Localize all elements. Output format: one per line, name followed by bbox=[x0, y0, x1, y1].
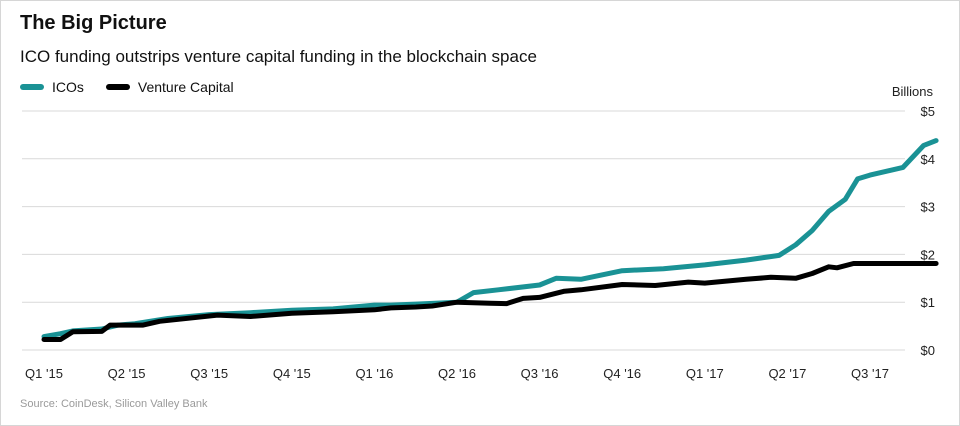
source-note: Source: CoinDesk, Silicon Valley Bank bbox=[20, 398, 208, 410]
axis-labels: $0 $1 $2 $3 $4 $5 Billions Q1 '15 Q2 '15 Q3 '15 Q4… bbox=[25, 84, 935, 381]
legend-swatch-icos bbox=[20, 84, 44, 90]
legend-item-icos: ICOs bbox=[20, 79, 84, 95]
x-tick-label: Q1 '16 bbox=[355, 366, 393, 381]
x-tick-label: Q2 '17 bbox=[768, 366, 806, 381]
series-lines bbox=[41, 138, 939, 342]
x-tick-label: Q4 '15 bbox=[273, 366, 311, 381]
x-tick-label: Q3 '16 bbox=[521, 366, 559, 381]
x-tick-label: Q1 '15 bbox=[25, 366, 63, 381]
x-tick-label: Q2 '15 bbox=[108, 366, 146, 381]
x-tick-label: Q2 '16 bbox=[438, 366, 476, 381]
legend-item-venture-capital: Venture Capital bbox=[105, 79, 234, 95]
series-line-venture-capital bbox=[41, 261, 939, 342]
y-tick-label: $1 bbox=[921, 295, 935, 310]
y-tick-label: $3 bbox=[921, 200, 935, 215]
y-tick-label: $4 bbox=[921, 152, 935, 167]
chart-title: The Big Picture bbox=[20, 12, 167, 34]
x-tick-label: Q4 '16 bbox=[603, 366, 641, 381]
x-tick-label: Q3 '15 bbox=[190, 366, 228, 381]
gridlines bbox=[22, 110, 905, 351]
y-tick-label: $5 bbox=[921, 104, 935, 119]
y-axis-unit-label: Billions bbox=[892, 84, 934, 99]
legend-swatch-venture-capital bbox=[105, 84, 130, 90]
series-line-icos bbox=[41, 138, 939, 340]
y-tick-label: $2 bbox=[921, 247, 935, 262]
x-tick-label: Q1 '17 bbox=[686, 366, 724, 381]
legend-label-icos: ICOs bbox=[52, 79, 84, 95]
legend-label-venture-capital: Venture Capital bbox=[137, 79, 234, 95]
x-tick-label: Q3 '17 bbox=[851, 366, 889, 381]
legend: ICOs Venture Capital bbox=[20, 79, 256, 95]
chart-subtitle: ICO funding outstrips venture capital fu… bbox=[20, 47, 537, 66]
y-tick-label: $0 bbox=[921, 343, 935, 358]
